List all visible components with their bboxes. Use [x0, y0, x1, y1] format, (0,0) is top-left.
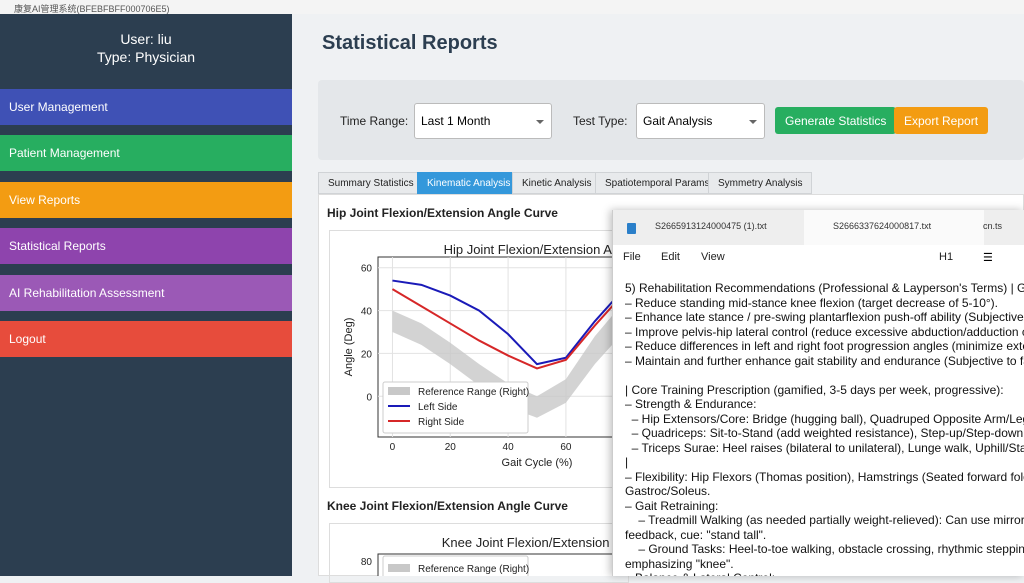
text-line: – Quadriceps: Sit-to-Stand (add weighted…: [625, 426, 1024, 440]
paragraph: 5) Rehabilitation Recommendations (Profe…: [625, 281, 1024, 368]
sidebar: User: liu Type: Physician User Managemen…: [0, 14, 292, 576]
legend-swatch: [388, 387, 410, 395]
document-text: 5) Rehabilitation Recommendations (Profe…: [625, 281, 1024, 576]
text-line: Gastroc/Soleus.: [625, 484, 711, 498]
reference-band: [392, 289, 682, 418]
hip-chart: Hip Joint Flexion/Extension Ang 0 20 40 60 0 2…: [343, 242, 697, 469]
file-icon: [627, 223, 636, 234]
section-heading: Knee Joint Flexion/Extension Angle Curve: [327, 499, 568, 513]
legend-label: Left Side: [418, 402, 458, 413]
x-axis-label: Gait Cycle (%): [502, 457, 573, 469]
file-tab[interactable]: S2666337624000817.txt: [833, 221, 932, 231]
export-button[interactable]: Export Report: [894, 107, 989, 134]
text-line: – Hip Extensors/Core: Bridge (hugging ba…: [625, 411, 1024, 426]
user-type: Type: Physician: [96, 49, 196, 65]
text-line: – Reduce standing mid-stance knee flexio…: [625, 295, 999, 310]
text-line: – Reduce differences in left and right f…: [625, 339, 1024, 353]
text-line: – Strength & Endurance:: [625, 397, 757, 411]
y-axis-label: Angle (Deg): [343, 318, 355, 377]
text-line: |: [625, 455, 629, 469]
text-line: | Core Training Prescription (gamified, …: [625, 382, 1004, 397]
tab[interactable]: Kinetic Analysis: [512, 172, 602, 194]
generate-button[interactable]: Generate Statistics: [775, 107, 897, 134]
notepad-window: H1 ☰ 5) Rehabilitation Recommendations (…: [612, 210, 1024, 576]
menu-item[interactable]: Logout: [0, 321, 292, 357]
tab-bar: [613, 210, 1024, 245]
menu-item[interactable]: View Reports: [0, 182, 292, 218]
window-title: 康复AI管理系统(BFEBFBFF000706E5): [0, 0, 1024, 14]
x-tick-label: 60: [560, 442, 572, 453]
text-line: feedback, cue: "stand tall".: [625, 527, 767, 542]
y-tick-label: 60: [361, 264, 373, 275]
file-tab[interactable]: S2665913124000475 (1).txt: [655, 221, 767, 231]
tab[interactable]: Summary Statistics: [318, 172, 424, 194]
text-line: – Improve pelvis-hip lateral control (re…: [625, 324, 1024, 339]
menu-item[interactable]: AI Rehabilitation Assessment: [0, 275, 292, 311]
text-line: – Triceps Surae: Heel raises (bilateral …: [625, 440, 1024, 455]
section-heading: Hip Joint Flexion/Extension Angle Curve: [327, 206, 558, 220]
heading-select[interactable]: H1: [939, 251, 954, 263]
text-line: 5) Rehabilitation Recommendations (Profe…: [625, 281, 1024, 295]
test-type-select[interactable]: Gait Analysis: [636, 103, 765, 139]
text-line: – Flexibility: Hip Flexors (Thomas posit…: [625, 469, 1024, 484]
filter-panel: Time Range: Last 1 Month Test Type: Gait…: [318, 80, 1024, 160]
tab[interactable]: Symmetry Analysis: [708, 172, 813, 194]
page-title: Statistical Reports: [322, 32, 498, 54]
legend-box: [382, 555, 529, 576]
time-range-select[interactable]: Last 1 Month: [414, 103, 552, 139]
legend-swatch: [388, 564, 410, 572]
x-tick-label: 40: [503, 442, 515, 453]
label: Test Type:: [573, 114, 628, 128]
text-line: – Enhance late stance / pre-swing planta…: [625, 310, 1024, 324]
text-line: – Maintain and further enhance gait stab…: [625, 353, 1024, 368]
y-tick-label: 0: [366, 392, 372, 403]
text-line: – Ground Tasks: Heel-to-toe walking, obs…: [625, 542, 1024, 556]
tab[interactable]: Spatiotemporal Params: [595, 172, 720, 194]
legend-label: Reference Range (Right): [418, 387, 529, 398]
user-name: User: liu: [120, 31, 172, 47]
tab[interactable]: Kinematic Analysis: [417, 172, 521, 194]
menu-item[interactable]: View: [701, 251, 725, 263]
menu-item[interactable]: File: [623, 251, 641, 263]
label: Time Range:: [340, 114, 409, 128]
menu-item[interactable]: Patient Management: [0, 135, 292, 171]
text-line: – Balance & Lateral Control:: [625, 571, 1024, 576]
tab-bg: [804, 210, 984, 245]
paragraph: | Core Training Prescription (gamified, …: [625, 383, 1024, 577]
y-tick-label: 40: [361, 307, 373, 318]
x-tick-label: 20: [445, 442, 457, 453]
text-line: – Gait Retraining:: [625, 498, 719, 513]
chart-title: Knee Joint Flexion/Extension An: [442, 535, 628, 550]
y-tick-label: 80: [361, 557, 373, 568]
legend-label: Reference Range (Right): [418, 564, 529, 575]
legend-label: Right Side: [418, 417, 465, 428]
y-tick-label: 20: [361, 349, 373, 360]
file-tab[interactable]: cn.ts: [983, 221, 1003, 231]
x-tick-label: 0: [390, 442, 396, 453]
text-line: emphasizing "knee".: [625, 556, 734, 571]
text-line: – Treadmill Walking (as needed partially…: [625, 513, 1024, 527]
chart-title: Hip Joint Flexion/Extension Ang: [444, 242, 627, 257]
menu-item[interactable]: Statistical Reports: [0, 228, 292, 264]
menu-item[interactable]: User Management: [0, 89, 292, 125]
menu-item[interactable]: Edit: [661, 251, 680, 263]
list-icon[interactable]: ☰: [983, 252, 993, 264]
legend-box: [382, 381, 529, 434]
